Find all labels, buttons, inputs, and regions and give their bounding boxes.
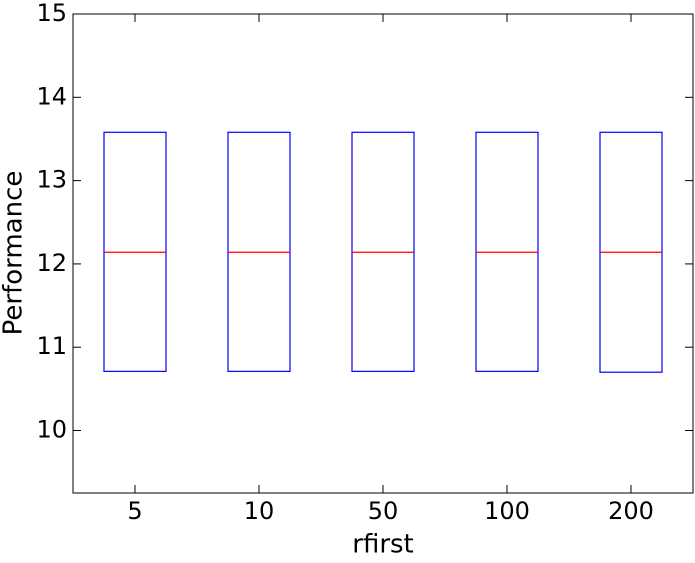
x-tick-label: 50	[368, 497, 399, 525]
y-tick-label: 12	[36, 249, 67, 277]
x-tick-label: 10	[244, 497, 275, 525]
y-tick-label: 10	[36, 416, 67, 444]
y-tick-label: 13	[36, 166, 67, 194]
x-tick-label: 100	[484, 497, 530, 525]
y-tick-label: 11	[36, 332, 67, 360]
y-tick-label: 15	[36, 0, 67, 27]
x-tick-label: 200	[608, 497, 654, 525]
x-tick-label: 5	[127, 497, 142, 525]
x-axis-label: rfirst	[352, 530, 414, 560]
y-axis-label: Performance	[0, 171, 29, 336]
y-tick-label: 14	[36, 82, 67, 110]
